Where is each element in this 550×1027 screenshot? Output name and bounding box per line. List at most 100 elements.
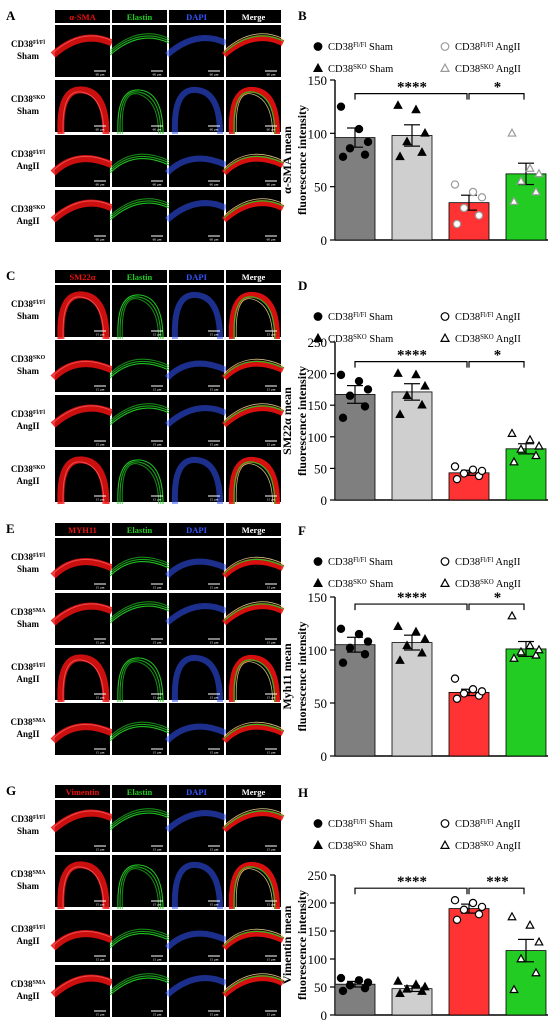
scalebar-label: 15 μm (153, 388, 162, 392)
micrograph-tile: 60 μm (109, 135, 170, 187)
scalebar-label: 60 μm (153, 183, 162, 187)
micrograph-tile: 15 μm (169, 855, 224, 910)
y-axis-label: fluorescence intensity (295, 105, 309, 215)
data-point (450, 462, 460, 471)
panel-letter: G (6, 783, 16, 798)
data-point (363, 637, 373, 646)
column-header-label: Merge (242, 525, 266, 535)
y-tick-label: 200 (308, 896, 328, 911)
row-label-condition: AngII (16, 216, 40, 226)
significance-label: * (494, 348, 502, 364)
significance-bracket: **** (354, 80, 468, 100)
scalebar-label: 15 μm (96, 1013, 105, 1017)
micrograph-tile: 15 μm (222, 395, 285, 447)
row-label-genotype: CD38SMA (11, 979, 47, 989)
row-label-condition: Sham (17, 564, 40, 574)
column-header-label: DAPI (186, 272, 207, 282)
scalebar-label: 15 μm (210, 443, 219, 447)
scalebar-label: 15 μm (267, 903, 276, 907)
micrograph-tile: 15 μm (112, 285, 167, 340)
data-point (393, 368, 403, 377)
row-label-genotype: CD38Fl/Fl (11, 924, 45, 934)
y-tick-label: 150 (308, 590, 328, 605)
scalebar-label: 15 μm (267, 848, 276, 852)
row-label-condition: AngII (16, 674, 40, 684)
bar (505, 448, 547, 501)
significance-label: **** (397, 80, 427, 96)
data-point (363, 978, 373, 987)
scalebar-label: 15 μm (96, 903, 105, 907)
panel-letter: H (298, 785, 308, 800)
micrograph-tile: 15 μm (112, 450, 167, 505)
panel-letter: E (6, 521, 15, 536)
y-tick-label: 0 (321, 493, 328, 508)
data-point (393, 976, 403, 985)
micrograph-tile: 60 μm (109, 25, 170, 77)
micrograph-tile: 15 μm (55, 648, 110, 703)
bar (334, 394, 376, 501)
micrograph-tile: 15 μm (221, 910, 285, 962)
legend-marker (313, 557, 323, 566)
column-header-label: Vimentin (66, 787, 100, 797)
data-point (360, 402, 370, 411)
y-tick-label: 200 (308, 367, 328, 382)
data-point (509, 456, 519, 466)
scalebar-label: 15 μm (96, 696, 105, 700)
y-tick-label: 150 (308, 398, 328, 413)
scalebar-label: 60 μm (210, 128, 219, 132)
micrograph-tile: 15 μm (221, 538, 285, 590)
micrograph-panel-e: E MYH11 Elastin DAPI Merge CD38Fl/Fl Sham 15 μm… (6, 521, 285, 755)
row-label-condition: AngII (16, 476, 40, 486)
micrograph-tile: 60 μm (222, 190, 285, 242)
scalebar-label: 15 μm (210, 903, 219, 907)
scalebar-label: 15 μm (267, 498, 276, 502)
data-point (516, 175, 526, 185)
scalebar-label: 15 μm (267, 443, 276, 447)
data-point (474, 211, 484, 220)
data-point (459, 689, 469, 698)
significance-bracket: **** (354, 348, 468, 368)
micrograph-tile: 15 μm (109, 395, 170, 447)
data-point (345, 643, 355, 653)
data-point (531, 649, 541, 659)
scalebar-label: 60 μm (210, 73, 219, 77)
column-header-box (112, 523, 167, 536)
scalebar-label: 15 μm (153, 848, 162, 852)
y-tick-label: 100 (308, 952, 328, 967)
y-tick-label: 0 (321, 233, 328, 248)
data-point (363, 385, 373, 394)
y-axis-label: fluorescence intensity (295, 890, 309, 1000)
micrograph-tile: 60 μm (226, 80, 281, 135)
micrograph-tile: 15 μm (226, 450, 281, 505)
significance-bracket: * (468, 348, 525, 368)
data-point (507, 428, 517, 437)
micrograph-panel-c: C SM22α Elastin DAPI Merge CD38Fl/Fl Sham 15 μm… (6, 268, 285, 505)
micrograph-tile: 15 μm (164, 538, 228, 590)
micrograph-tile: 15 μm (221, 703, 285, 755)
data-point (525, 640, 535, 650)
significance-label: *** (486, 874, 509, 890)
significance-bracket: *** (468, 874, 525, 895)
scalebar-label: 15 μm (153, 696, 162, 700)
scalebar-label: 15 μm (267, 751, 276, 755)
data-point (477, 466, 487, 476)
significance-label: **** (397, 348, 427, 364)
data-point (338, 152, 348, 161)
scalebar-label: 15 μm (153, 641, 162, 645)
legend-entry: CD38SKO Sham (328, 841, 393, 853)
micrograph-tile: 60 μm (112, 80, 167, 135)
row-label-genotype: CD38Fl/Fl (11, 814, 45, 824)
data-point (402, 136, 412, 146)
y-axis-label: fluorescence intensity (295, 366, 309, 476)
data-point (452, 915, 462, 925)
micrograph-tile: 15 μm (165, 800, 228, 852)
bar (505, 648, 547, 757)
data-point (509, 653, 519, 662)
data-point (336, 370, 346, 380)
data-point (336, 624, 346, 634)
micrograph-tile: 15 μm (112, 648, 167, 703)
scalebar-label: 15 μm (153, 751, 162, 755)
bar (391, 135, 433, 241)
data-point (516, 953, 526, 963)
